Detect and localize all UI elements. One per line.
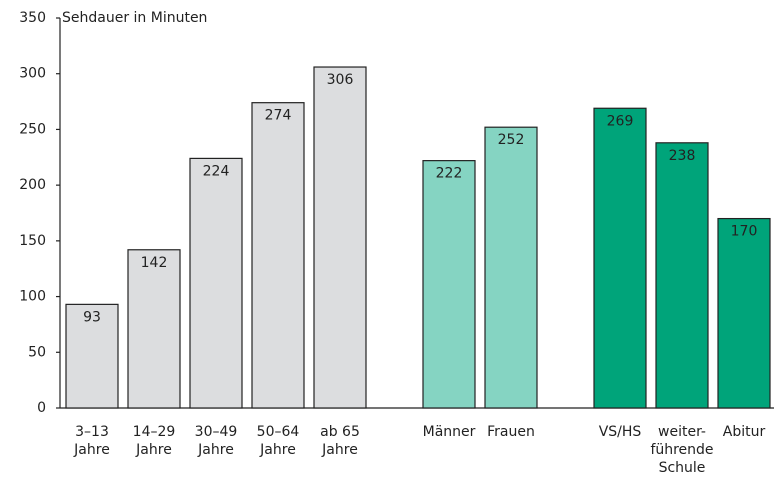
x-tick-label: Abitur: [723, 424, 766, 440]
bar: [422, 160, 476, 409]
value-label: 142: [141, 255, 168, 271]
value-label: 224: [203, 163, 230, 179]
value-label: 306: [327, 72, 354, 88]
x-tick-label-line: Frauen: [487, 424, 535, 440]
x-tick-label: 50–64 Jahre: [257, 424, 300, 458]
x-tick-label-line: Schule: [659, 460, 706, 476]
x-tick-label-line: Männer: [423, 424, 476, 440]
x-tick-label-line: weiter-: [658, 424, 706, 440]
x-tick-label-line: 14–29: [133, 424, 176, 440]
bar: [127, 249, 181, 409]
y-tick-label: 300: [19, 66, 46, 82]
x-tick-label-line: ab 65: [320, 424, 360, 440]
x-tick-label: 3–13 Jahre: [73, 424, 110, 458]
x-tick-label-line: führende: [650, 442, 713, 458]
x-tick-label: 30–49 Jahre: [195, 424, 238, 458]
bar: [313, 66, 367, 409]
x-tick-label-line: Jahre: [321, 442, 358, 458]
y-tick-label: 0: [37, 400, 46, 416]
x-tick-label-line: Jahre: [197, 442, 234, 458]
value-label: 170: [731, 224, 758, 240]
bar: [593, 107, 647, 409]
chart-title: Sehdauer in Minuten: [62, 10, 207, 26]
bar: [251, 102, 305, 409]
x-tick-label: 14–29 Jahre: [133, 424, 176, 458]
value-label: 238: [669, 148, 696, 164]
x-tick-label: Frauen: [487, 424, 535, 440]
value-label: 252: [498, 132, 525, 148]
x-tick-label-line: 30–49: [195, 424, 238, 440]
x-tick-label: weiter-führende Schule: [650, 424, 713, 476]
x-tick-label-line: Abitur: [723, 424, 766, 440]
x-tick-label-line: Jahre: [135, 442, 172, 458]
bar: [65, 303, 119, 409]
y-tick-label: 50: [28, 344, 46, 360]
x-tick-label: VS/HS: [599, 424, 642, 440]
value-label: 274: [265, 108, 292, 124]
value-label: 93: [83, 309, 101, 325]
x-tick-label-line: Jahre: [73, 442, 110, 458]
y-tick-label: 350: [19, 10, 46, 26]
value-label: 222: [436, 166, 463, 182]
x-tick-label: Männer: [423, 424, 476, 440]
x-tick-label-line: Jahre: [259, 442, 296, 458]
y-tick-label: 250: [19, 121, 46, 137]
x-tick-label-line: VS/HS: [599, 424, 642, 440]
y-tick-label: 100: [19, 289, 46, 305]
y-tick-label: 200: [19, 177, 46, 193]
y-tick-label: 150: [19, 233, 46, 249]
bar: [655, 142, 709, 409]
x-tick-label-line: 50–64: [257, 424, 300, 440]
value-label: 269: [607, 113, 634, 129]
bar: [189, 157, 243, 409]
bar: [717, 217, 771, 409]
x-tick-label-line: 3–13: [75, 424, 109, 440]
bar: [484, 126, 538, 409]
x-tick-label: ab 65 Jahre: [320, 424, 360, 458]
